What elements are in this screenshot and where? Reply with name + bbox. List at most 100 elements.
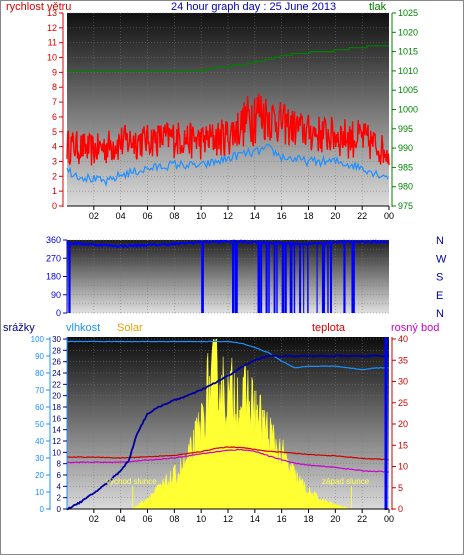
x-tick-label: 20 <box>330 211 340 221</box>
humidity-tick-label: 80 <box>35 369 44 378</box>
x-tick-label: 16 <box>277 514 287 524</box>
humidity-series <box>66 340 389 371</box>
x-tick-label: 10 <box>196 514 206 524</box>
x-tick-label: 14 <box>250 211 260 221</box>
humidity-label: vlhkost <box>66 322 100 334</box>
x-tick-label: 06 <box>142 514 152 524</box>
rain-tick-label: 10 <box>52 448 61 457</box>
rain-tick-label: 6 <box>57 471 62 480</box>
wind-tick-label: 9 <box>52 67 57 77</box>
wind-direction-drop <box>281 243 285 313</box>
rain-series <box>66 354 390 511</box>
wind-direction-drop <box>257 243 261 313</box>
wind-tick-label: 10 <box>47 53 57 63</box>
wind-direction-drop <box>265 243 268 313</box>
rain-tick-label: 24 <box>52 369 61 378</box>
series-2 <box>66 239 389 313</box>
pressure-tick-label: 990 <box>398 143 413 153</box>
temp-tick-label: 10 <box>398 462 408 472</box>
wind-direction-drop <box>293 243 296 313</box>
compass-label: N <box>436 308 444 320</box>
wind-tick-label: 7 <box>52 97 57 107</box>
series-1 <box>66 45 390 188</box>
x-tick-label: 08 <box>169 514 179 524</box>
pressure-tick-label: 980 <box>398 182 413 192</box>
x-tick-label: 04 <box>116 211 126 221</box>
rain-tick-label: 22 <box>52 380 61 389</box>
pressure-tick-label: 1000 <box>398 105 418 115</box>
pressure-tick-label: 1025 <box>398 8 418 18</box>
compass-label: S <box>436 272 443 284</box>
x-tick-label: 12 <box>223 514 233 524</box>
wind-tick-label: 0 <box>52 201 57 211</box>
dew-point-series <box>66 448 389 473</box>
wind-direction-drop <box>303 243 305 313</box>
wind-direction-drop <box>289 243 293 313</box>
wind-average-series <box>66 143 389 188</box>
direction-tick-label: 360 <box>46 235 61 245</box>
rain-tick-label: 4 <box>57 482 62 491</box>
sunrise-label: východ slunce <box>106 477 157 486</box>
wind-direction-drop <box>236 243 238 313</box>
wind-gust-series <box>66 93 390 166</box>
direction-tick-label: 90 <box>51 290 61 300</box>
rain-tick-label: 26 <box>52 358 61 367</box>
sunset-label: západ slunce <box>322 477 370 486</box>
rain-tick-label: 16 <box>52 414 61 423</box>
x-tick-label: 00 <box>384 211 394 221</box>
wind-direction-series <box>66 239 389 249</box>
series-3 <box>66 338 390 511</box>
pressure-tick-label: 1020 <box>398 27 418 37</box>
pressure-tick-label: 985 <box>398 162 413 172</box>
x-tick-label: 22 <box>357 211 367 221</box>
x-tick-label: 02 <box>89 211 99 221</box>
x-tick-label: 20 <box>330 514 340 524</box>
temp-tick-label: 30 <box>398 377 408 387</box>
humidity-tick-label: 0 <box>40 505 45 514</box>
x-ticks-3: 02 04 06 08 10 12 14 16 18 20 22 00 <box>89 509 394 524</box>
x-tick-label: 18 <box>303 514 313 524</box>
wind-tick-label: 3 <box>52 156 57 166</box>
humidity-tick-label: 20 <box>35 471 44 480</box>
wind-direction-drop <box>68 243 71 313</box>
x-tick-label: 16 <box>277 211 287 221</box>
temp-tick-label: 25 <box>398 398 408 408</box>
direction-tick-label: 270 <box>46 253 61 263</box>
temp-tick-label: 0 <box>398 504 403 514</box>
wind-direction-drop <box>268 243 270 313</box>
rain-tick-label: 28 <box>52 346 61 355</box>
humidity-tick-label: 60 <box>35 403 44 412</box>
humidity-tick-label: 100 <box>31 335 45 344</box>
solar-label: Solar <box>117 322 143 334</box>
x-tick-label: 12 <box>223 211 233 221</box>
rain-tick-label: 2 <box>57 494 62 503</box>
solar-series <box>132 338 352 510</box>
compass-label: N <box>436 235 444 247</box>
rain-tick-label: 12 <box>52 437 61 446</box>
x-ticks-1: 02 04 06 08 10 12 14 16 18 20 22 00 <box>89 206 394 221</box>
x-tick-label: 18 <box>303 211 313 221</box>
temp-tick-label: 20 <box>398 419 408 429</box>
x-tick-label: 06 <box>142 211 152 221</box>
direction-ticks: 0 90 180 270 360 <box>46 235 67 318</box>
wind-direction-drop <box>327 243 329 313</box>
temp-ticks: 0 5 10 15 20 25 30 35 40 <box>392 334 408 514</box>
direction-tick-label: 0 <box>56 308 61 318</box>
rain-tick-label: 18 <box>52 403 61 412</box>
wind-direction-drop <box>323 243 325 313</box>
x-tick-label: 04 <box>116 514 126 524</box>
rain-label: srážky <box>3 322 35 334</box>
pressure-tick-label: 975 <box>398 201 413 211</box>
wind-tick-label: 8 <box>52 82 57 92</box>
wind-direction-drop <box>343 243 346 313</box>
pressure-tick-label: 995 <box>398 124 413 134</box>
rain-ticks: 0 10 20 30 40 50 60 70 80 90 100 <box>31 335 50 514</box>
wind-direction-drop <box>352 243 355 313</box>
x-tick-label: 02 <box>89 514 99 524</box>
compass-label: E <box>436 290 443 302</box>
